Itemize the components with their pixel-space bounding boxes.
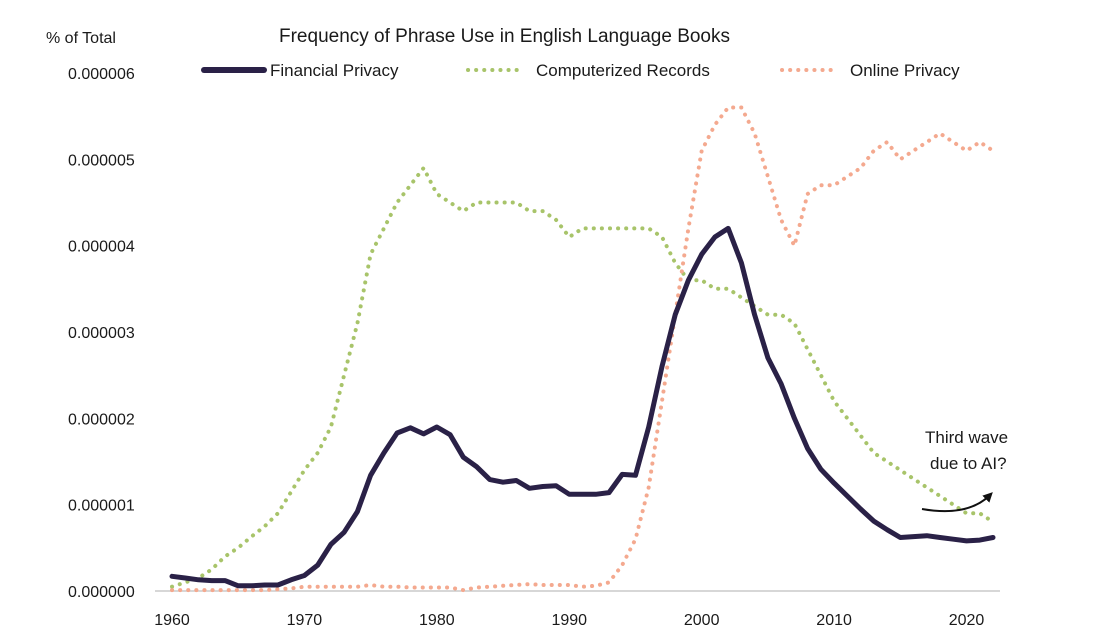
series-line-financial-privacy [169, 225, 996, 589]
y-tick-label: 0.000000 [68, 584, 135, 601]
y-tick-label: 0.000006 [68, 66, 135, 83]
x-tick-label: 1980 [419, 612, 455, 629]
x-tick-label: 1990 [551, 612, 587, 629]
x-tick-label: 2010 [816, 612, 852, 629]
series-line-online-privacy [170, 105, 995, 593]
legend-label-online-privacy: Online Privacy [850, 61, 960, 80]
x-tick-labels: 1960 1970 1980 1990 2000 2010 2020 [154, 612, 984, 629]
annotation-line-1: Third wave [925, 428, 1008, 447]
x-tick-label: 2020 [949, 612, 985, 629]
legend-label-financial-privacy: Financial Privacy [270, 61, 399, 80]
x-tick-label: 1970 [287, 612, 323, 629]
series-layer [169, 105, 996, 593]
legend-label-computerized-records: Computerized Records [536, 61, 710, 80]
chart-title: Frequency of Phrase Use in English Langu… [279, 26, 730, 47]
y-tick-label: 0.000004 [68, 239, 135, 256]
annotation-arrow [921, 492, 993, 513]
y-tick-labels: 0.000000 0.000001 0.000002 0.000003 0.000004… [68, 66, 135, 601]
x-tick-label: 1960 [154, 612, 190, 629]
legend: Financial Privacy Computerized Records O… [201, 61, 960, 80]
annotation-line-2: due to AI? [930, 454, 1007, 473]
x-tick-label: 2000 [684, 612, 720, 629]
y-tick-label: 0.000001 [68, 498, 135, 515]
y-tick-label: 0.000005 [68, 152, 135, 169]
annotation: Third wave due to AI? [921, 428, 1008, 513]
y-tick-label: 0.000002 [68, 411, 135, 428]
y-axis-label: % of Total [46, 30, 116, 47]
series-line-computerized-records [170, 166, 995, 589]
y-tick-label: 0.000003 [68, 325, 135, 342]
